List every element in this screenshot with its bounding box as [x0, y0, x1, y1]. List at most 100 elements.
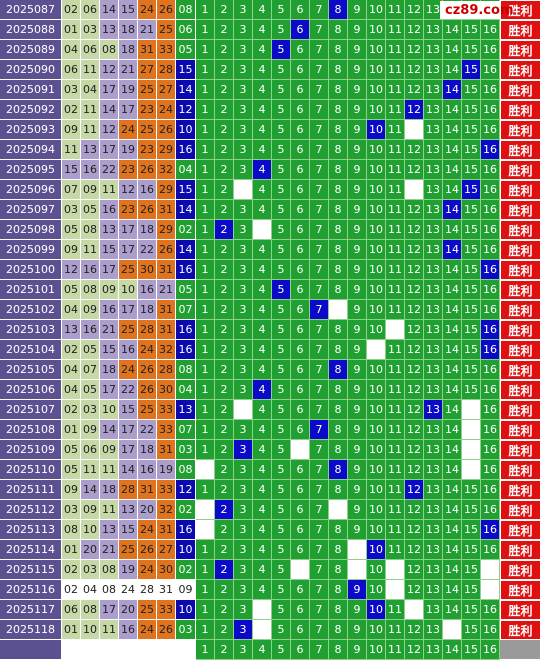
- hit-cell: 4: [253, 380, 272, 400]
- blank-cell: [196, 460, 215, 480]
- grid-cell: 2: [215, 60, 234, 80]
- blank-cell: [253, 220, 272, 240]
- grid-cell: 4: [253, 80, 272, 100]
- grid-cell: 14: [443, 520, 462, 540]
- hit-cell: 2: [215, 500, 234, 520]
- grid-cell: 2: [215, 320, 234, 340]
- red-ball: 09: [100, 280, 119, 300]
- hit-cell: 15: [462, 60, 481, 80]
- grid-cell: 6: [291, 120, 310, 140]
- red-ball: 21: [157, 280, 176, 300]
- red-ball: 13: [100, 220, 119, 240]
- grid-cell: 10: [367, 60, 386, 80]
- grid-cell: 5: [272, 140, 291, 160]
- blank-cell: [291, 440, 310, 460]
- grid-cell: 5: [272, 540, 291, 560]
- red-ball: 10: [100, 400, 119, 420]
- grid-cell: 10: [367, 460, 386, 480]
- grid-cell: 9: [348, 500, 367, 520]
- result-badge: 胜利: [500, 140, 541, 160]
- issue-number: 2025100: [0, 260, 62, 280]
- blank-cell: [234, 400, 253, 420]
- grid-cell: 5: [272, 60, 291, 80]
- red-ball: 14: [81, 480, 100, 500]
- grid-cell: 2: [215, 540, 234, 560]
- grid-cell: 15: [462, 40, 481, 60]
- blank-cell: [386, 580, 405, 600]
- grid-cell: 4: [253, 400, 272, 420]
- red-ball: 06: [62, 60, 81, 80]
- red-ball: 08: [100, 40, 119, 60]
- grid-cell: 6: [291, 200, 310, 220]
- grid-cell: 6: [291, 140, 310, 160]
- grid-cell: 9: [348, 120, 367, 140]
- blue-ball: 16: [176, 520, 196, 540]
- grid-cell: 4: [253, 460, 272, 480]
- grid-cell: 10: [367, 420, 386, 440]
- red-ball: 02: [62, 400, 81, 420]
- grid-cell: 7: [310, 460, 329, 480]
- blue-ball: 15: [176, 180, 196, 200]
- grid-cell: 13: [424, 120, 443, 140]
- footer-red: [100, 640, 119, 660]
- grid-cell: 5: [272, 300, 291, 320]
- grid-cell: 2: [215, 200, 234, 220]
- red-ball: 18: [138, 220, 157, 240]
- red-ball: 21: [100, 540, 119, 560]
- grid-cell: 5: [272, 20, 291, 40]
- red-ball: 32: [157, 160, 176, 180]
- red-ball: 05: [81, 380, 100, 400]
- red-ball: 05: [62, 220, 81, 240]
- result-badge: 胜利: [500, 340, 541, 360]
- red-ball: 13: [62, 320, 81, 340]
- red-ball: 13: [100, 20, 119, 40]
- footer-grid-cell: 11: [386, 640, 405, 660]
- grid-cell: 12: [405, 160, 424, 180]
- grid-cell: 14: [443, 480, 462, 500]
- red-ball: 12: [119, 180, 138, 200]
- grid-cell: 10: [367, 20, 386, 40]
- grid-cell: 4: [253, 40, 272, 60]
- blank-cell: [253, 620, 272, 640]
- grid-cell: 15: [462, 380, 481, 400]
- grid-cell: 10: [367, 400, 386, 420]
- grid-cell: 16: [481, 240, 500, 260]
- blue-ball: 10: [176, 540, 196, 560]
- red-ball: 08: [81, 600, 100, 620]
- grid-cell: 1: [196, 60, 215, 80]
- grid-cell: 3: [234, 0, 253, 20]
- grid-cell: 2: [215, 380, 234, 400]
- grid-cell: 15: [462, 260, 481, 280]
- grid-cell: 14: [443, 20, 462, 40]
- grid-cell: 5: [272, 320, 291, 340]
- result-badge: 胜利: [500, 600, 541, 620]
- hit-cell: 12: [405, 480, 424, 500]
- grid-cell: 12: [405, 260, 424, 280]
- grid-cell: 3: [234, 60, 253, 80]
- grid-cell: 5: [272, 120, 291, 140]
- result-badge: 胜利: [500, 620, 541, 640]
- grid-cell: 11: [386, 600, 405, 620]
- grid-cell: 1: [196, 20, 215, 40]
- red-ball: 26: [138, 380, 157, 400]
- grid-cell: 9: [348, 620, 367, 640]
- blank-cell: [481, 580, 500, 600]
- red-ball: 25: [119, 320, 138, 340]
- blank-cell: [234, 180, 253, 200]
- grid-cell: 7: [310, 260, 329, 280]
- issue-number: 2025112: [0, 500, 62, 520]
- grid-cell: 6: [291, 580, 310, 600]
- grid-cell: 11: [386, 380, 405, 400]
- red-ball: 17: [119, 100, 138, 120]
- grid-cell: 1: [196, 480, 215, 500]
- grid-cell: 11: [386, 300, 405, 320]
- red-ball: 16: [119, 340, 138, 360]
- grid-cell: 9: [348, 380, 367, 400]
- grid-cell: 14: [443, 40, 462, 60]
- red-ball: 33: [157, 600, 176, 620]
- red-ball: 05: [62, 280, 81, 300]
- grid-cell: 7: [310, 60, 329, 80]
- grid-cell: 9: [348, 180, 367, 200]
- grid-cell: 15: [462, 520, 481, 540]
- red-ball: 05: [62, 440, 81, 460]
